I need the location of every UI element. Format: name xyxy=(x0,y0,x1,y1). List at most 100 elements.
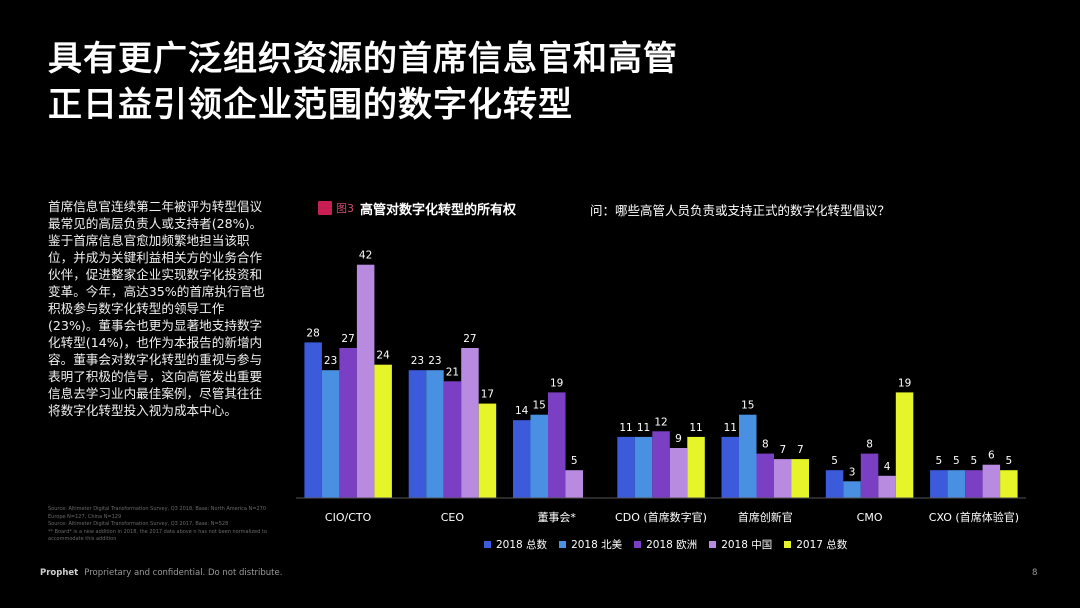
bar-value-label: 5 xyxy=(953,455,960,467)
source-line: Source: Altimeter Digital Transformation… xyxy=(48,521,229,527)
slide-title-line-1: 具有更广泛组织资源的首席信息官和高管 xyxy=(48,39,678,79)
bar xyxy=(878,475,896,498)
survey-question: 问：哪些高管人员负责或支持正式的数字化转型倡议？ xyxy=(590,203,891,218)
source-line: Europe N=127, China N=129 xyxy=(48,513,122,520)
bar xyxy=(443,381,462,498)
bar-value-label: 11 xyxy=(689,422,702,434)
legend-label: 2018 欧洲 xyxy=(646,539,698,551)
bar-value-label: 11 xyxy=(619,422,632,434)
bar-value-label: 27 xyxy=(341,333,354,345)
figure-badge-icon xyxy=(318,201,332,215)
bar xyxy=(478,403,497,498)
chart-legend: 2018 总数 2018 北美 2018 欧洲 2018 中国 2017 总数 xyxy=(484,537,847,552)
bar-value-label: 11 xyxy=(724,422,737,434)
bar xyxy=(687,436,705,498)
bar xyxy=(565,470,583,498)
source-line: accommodate this addition xyxy=(48,536,117,542)
bar-value-label: 5 xyxy=(1006,455,1013,467)
bar xyxy=(982,464,1001,498)
bar-value-label: 15 xyxy=(533,400,546,412)
legend-label: 2018 总数 xyxy=(496,539,548,551)
bar-value-label: 6 xyxy=(988,450,995,462)
legend-label: 2018 北美 xyxy=(571,539,623,551)
figure-number: 图3 xyxy=(336,202,354,215)
bar xyxy=(408,370,427,498)
bar xyxy=(843,481,861,498)
bar-value-label: 5 xyxy=(831,455,838,467)
bar xyxy=(721,436,739,498)
legend-item: 2018 总数 xyxy=(484,537,547,552)
bar-value-label: 23 xyxy=(428,355,441,367)
bar-value-label: 24 xyxy=(376,350,390,362)
bar xyxy=(825,470,844,498)
bar-value-label: 17 xyxy=(481,389,494,401)
bar-value-label: 5 xyxy=(971,455,978,467)
bar xyxy=(739,414,757,498)
bar xyxy=(426,370,444,498)
bar xyxy=(774,459,792,498)
bar xyxy=(860,453,879,498)
body-paragraph: 首席信息官连续第二年被评为转型倡议最常见的高层负责人或支持者(28%)。鉴于首席… xyxy=(48,199,265,418)
bar xyxy=(895,392,914,498)
sources-note: Source: Altimeter Digital Transformation… xyxy=(48,506,273,544)
category-labels-layer: CIO/CTO CEO 董事会* CDO (首席数字官) 首席创新官 CMO CXO (首席… xyxy=(325,510,1019,524)
bar xyxy=(965,470,983,498)
bar xyxy=(617,436,635,498)
bar xyxy=(461,348,479,498)
bar-value-label: 12 xyxy=(654,416,667,428)
legend-item: 2018 中国 xyxy=(709,537,772,552)
footer: Prophet Proprietary and confidential. Do … xyxy=(40,568,282,578)
bar xyxy=(304,342,322,498)
source-line: Source: Altimeter Digital Transformation… xyxy=(48,506,267,512)
bar-value-label: 23 xyxy=(324,355,337,367)
slide-title-line-2: 正日益引领企业范围的数字化转型 xyxy=(48,85,573,125)
bar xyxy=(930,470,948,498)
bar-value-label: 42 xyxy=(359,250,372,262)
bar xyxy=(548,392,566,498)
bar xyxy=(356,264,375,498)
legend-item: 2018 欧洲 xyxy=(634,537,697,552)
category-label: CIO/CTO xyxy=(325,511,372,524)
figure-header: 图3 高管对数字化转型的所有权 xyxy=(318,198,516,218)
category-label: 首席创新官 xyxy=(738,510,793,524)
bar xyxy=(321,370,340,498)
bar-value-label: 21 xyxy=(446,366,459,378)
bar xyxy=(791,459,809,498)
bar-value-label: 19 xyxy=(550,377,563,389)
bar-value-label: 9 xyxy=(675,433,682,445)
legend-swatch xyxy=(559,541,567,548)
bar-value-label: 5 xyxy=(936,455,943,467)
legend-item: 2018 北美 xyxy=(559,537,622,552)
figure-title: 高管对数字化转型的所有权 xyxy=(360,202,517,218)
legend-label: 2018 中国 xyxy=(721,539,773,551)
bar-value-label: 11 xyxy=(637,422,650,434)
legend-item: 2017 总数 xyxy=(784,537,847,552)
bar-value-label: 15 xyxy=(741,400,754,412)
source-line: ** Board* is a new addition in 2018, the… xyxy=(48,528,267,535)
bar xyxy=(339,348,357,498)
bar-value-label: 7 xyxy=(797,444,804,456)
footer-brand: Prophet xyxy=(40,568,79,578)
bar xyxy=(374,364,392,498)
bar xyxy=(652,431,670,498)
footer-confidential: Proprietary and confidential. Do not dis… xyxy=(84,568,283,578)
bar xyxy=(756,453,774,498)
bar-value-label: 28 xyxy=(306,327,319,339)
bar-value-label: 5 xyxy=(571,455,578,467)
slide-title: 具有更广泛组织资源的首席信息官和高管 正日益引领企业范围的数字化转型 xyxy=(48,36,948,128)
legend-swatch xyxy=(784,541,792,548)
value-labels-layer: 28 23 27 42 24 23 23 21 27 17 14 15 19 5 11 11 12 9 11 11 15… xyxy=(306,250,1012,479)
bar-value-label: 7 xyxy=(779,444,786,456)
bar xyxy=(1000,470,1018,498)
bar xyxy=(530,414,548,498)
bar-value-label: 3 xyxy=(849,466,856,478)
bar xyxy=(947,470,966,498)
bar xyxy=(513,420,531,498)
legend-swatch xyxy=(709,541,717,548)
bar-value-label: 14 xyxy=(515,405,529,417)
bar-value-label: 8 xyxy=(762,439,769,451)
legend-swatch xyxy=(634,541,642,548)
bar-value-label: 23 xyxy=(411,355,424,367)
bar-value-label: 19 xyxy=(898,377,911,389)
